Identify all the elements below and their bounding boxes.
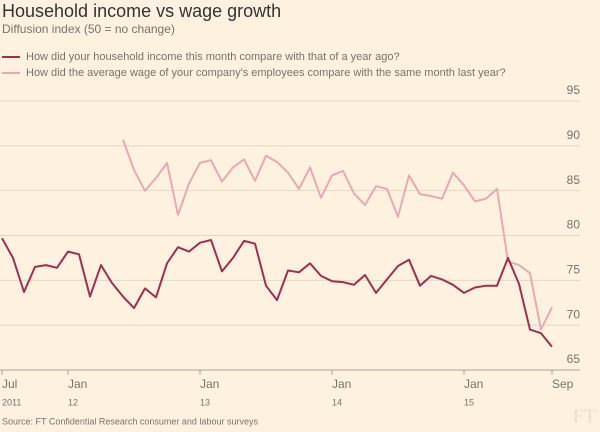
x-tick-label: Jan <box>332 377 351 391</box>
x-tick-year: 14 <box>332 397 342 407</box>
chart-title: Household income vs wage growth <box>2 1 281 21</box>
y-tick-label: 90 <box>567 128 581 142</box>
y-tick-label: 75 <box>567 263 581 277</box>
legend-label: How did your household income this month… <box>26 51 400 63</box>
y-tick-label: 80 <box>567 218 581 232</box>
series-line <box>1 237 553 348</box>
y-tick-label: 85 <box>567 173 581 187</box>
source: Source: FT Confidential Research consume… <box>2 416 258 426</box>
x-tick-label: Jan <box>464 377 483 391</box>
y-tick-label: 65 <box>567 352 581 366</box>
x-tick-label: Jul <box>2 377 17 391</box>
logo: FT <box>573 406 596 428</box>
x-tick-year: 15 <box>464 397 474 407</box>
x-tick-label: Jan <box>200 377 219 391</box>
series-line <box>122 139 553 331</box>
y-tick-label: 70 <box>567 307 581 321</box>
x-tick-year: 2011 <box>2 397 21 407</box>
x-tick-year: 13 <box>200 397 210 407</box>
y-tick-label: 95 <box>567 83 581 97</box>
x-tick-label: Sep <box>552 377 574 391</box>
x-tick-label: Jan <box>68 377 87 391</box>
x-tick-year: 12 <box>68 397 78 407</box>
legend-label: How did the average wage of your company… <box>26 67 506 79</box>
chart-subtitle: Diffusion index (50 = no change) <box>2 22 175 36</box>
